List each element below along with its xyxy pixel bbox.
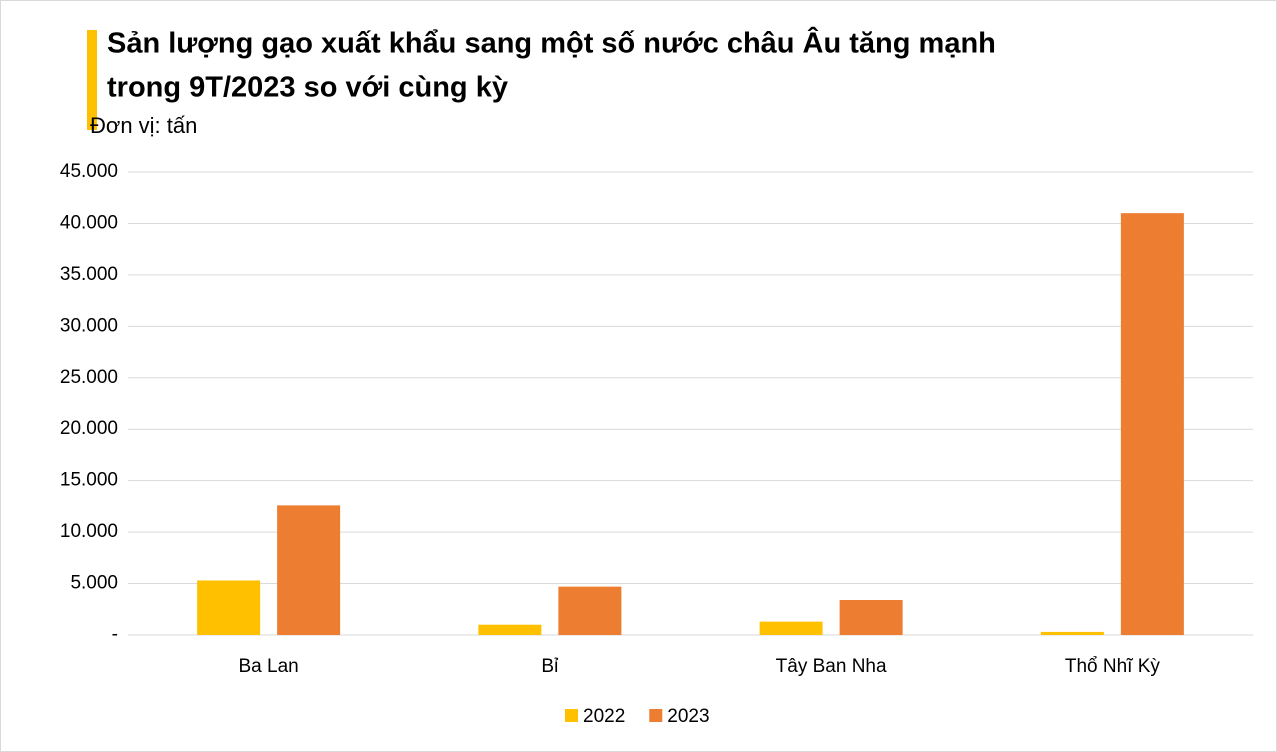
y-tick-label: 30.000	[60, 315, 118, 336]
y-tick-label: 45.000	[60, 161, 118, 182]
chart-title: Sản lượng gạo xuất khẩu sang một số nước…	[107, 26, 996, 60]
chart-subtitle: Đơn vị: tấn	[90, 113, 197, 138]
y-tick-label: 40.000	[60, 212, 118, 233]
x-tick-label: Tây Ban Nha	[776, 656, 887, 677]
x-tick-label: Bỉ	[541, 656, 559, 677]
x-tick-label: Ba Lan	[239, 656, 299, 677]
title-accent	[87, 30, 97, 130]
chart-title: trong 9T/2023 so với cùng kỳ	[107, 72, 508, 104]
bar	[197, 580, 261, 635]
bar	[759, 621, 823, 635]
y-tick-label: 15.000	[60, 470, 118, 491]
y-tick-label: 20.000	[60, 418, 118, 439]
legend-swatch	[649, 709, 663, 722]
legend-label: 2022	[583, 706, 625, 727]
x-tick-label: Thổ Nhĩ Kỳ	[1065, 656, 1161, 677]
y-tick-label: -	[112, 624, 118, 645]
bar	[839, 600, 903, 635]
legend-swatch	[565, 709, 578, 722]
y-tick-label: 35.000	[60, 264, 118, 285]
y-tick-label: 25.000	[60, 367, 118, 388]
bar	[1120, 213, 1184, 635]
bar	[277, 505, 341, 635]
legend-label: 2023	[667, 706, 709, 727]
y-tick-label: 10.000	[60, 521, 118, 542]
bar	[558, 586, 622, 635]
bar	[478, 624, 542, 635]
bar	[1040, 631, 1104, 635]
y-tick-label: 5.000	[70, 573, 118, 594]
